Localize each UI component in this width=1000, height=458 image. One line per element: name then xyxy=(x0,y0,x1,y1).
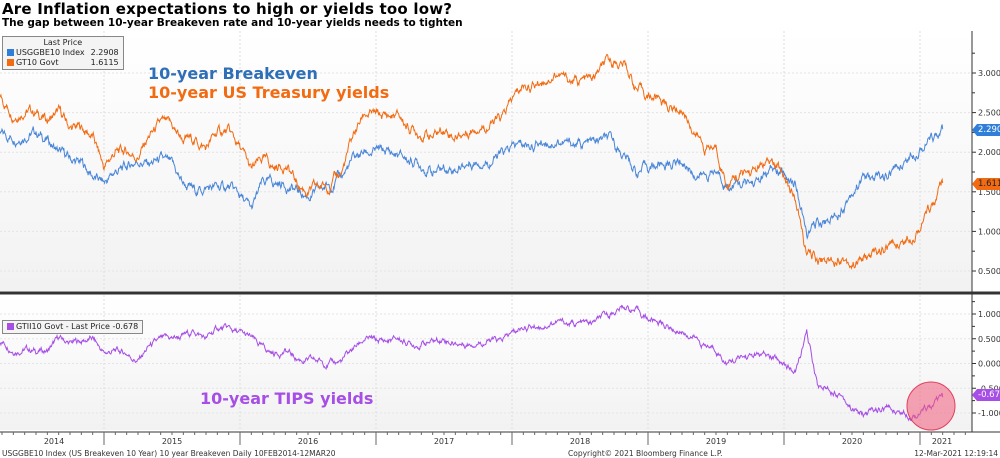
y-tick-label: 1.5000 xyxy=(978,188,1000,197)
legend-top: Last Price USGGBE10 Index 2.2908 GT10 Go… xyxy=(2,36,124,70)
x-tick-label: 2019 xyxy=(706,437,726,446)
annotation-breakeven: 10-year Breakeven xyxy=(148,64,318,83)
y-tick-label: -1.000 xyxy=(978,409,1000,418)
chart-title: Are Inflation expectations to high or yi… xyxy=(2,0,453,18)
legend-name: USGGBE10 Index xyxy=(16,48,85,57)
y-tick-label: 2.5000 xyxy=(978,109,1000,118)
top-panel xyxy=(0,31,972,291)
last-value-tag-breakeven: 2.2905 xyxy=(972,124,1000,136)
legend-item-treasury: GT10 Govt 1.6115 xyxy=(7,58,119,68)
treasury-swatch-icon xyxy=(7,59,14,66)
x-tick-label: 2015 xyxy=(162,437,182,446)
y-tick-label: 1.000 xyxy=(978,310,1000,319)
last-value-tag-tips: -0.678 xyxy=(972,389,1000,401)
y-tick-label: -0.500 xyxy=(978,384,1000,393)
legend-bottom: GTII10 Govt - Last Price -0.678 xyxy=(2,320,144,334)
x-tick-label: 2020 xyxy=(842,437,862,446)
legend-text: GTII10 Govt - Last Price -0.678 xyxy=(16,322,139,331)
legend-value: 2.2908 xyxy=(90,48,119,57)
breakeven-swatch-icon xyxy=(7,49,14,56)
legend-header: Last Price xyxy=(43,38,83,47)
y-tick-label: 0.000 xyxy=(978,360,1000,369)
x-tick-label: 2014 xyxy=(44,437,64,446)
last-value-tag-treasury: 1.6115 xyxy=(972,178,1000,190)
footer-timestamp: 12-Mar-2021 12:19:14 xyxy=(914,449,998,458)
bottom-panel xyxy=(0,295,972,430)
series-line-gt10-govt xyxy=(0,54,944,271)
series-line-gtii10-govt xyxy=(0,304,944,422)
annotation-treasury: 10-year US Treasury yields xyxy=(148,83,390,102)
y-tick-label: 0.500 xyxy=(978,335,1000,344)
highlight-circle xyxy=(906,381,956,431)
x-tick-label: 2017 xyxy=(434,437,454,446)
tips-swatch-icon xyxy=(7,323,14,330)
footer-source: USGGBE10 Index (US Breakeven 10 Year) 10… xyxy=(2,449,336,458)
y-tick-label: 0.5000 xyxy=(978,267,1000,276)
x-tick-label: 2016 xyxy=(298,437,318,446)
legend-name: GT10 Govt xyxy=(16,58,59,67)
x-tick-label: 2018 xyxy=(570,437,590,446)
chart-subtitle: The gap between 10-year Breakeven rate a… xyxy=(2,17,463,29)
series-line-usggbe10-index xyxy=(0,124,944,240)
legend-item-breakeven: USGGBE10 Index 2.2908 xyxy=(7,48,119,58)
annotation-tips: 10-year TIPS yields xyxy=(200,389,374,408)
footer-copyright: Copyright© 2021 Bloomberg Finance L.P. xyxy=(568,449,723,458)
legend-value: 1.6115 xyxy=(90,58,119,67)
x-tick-label: 2021 xyxy=(932,437,952,446)
